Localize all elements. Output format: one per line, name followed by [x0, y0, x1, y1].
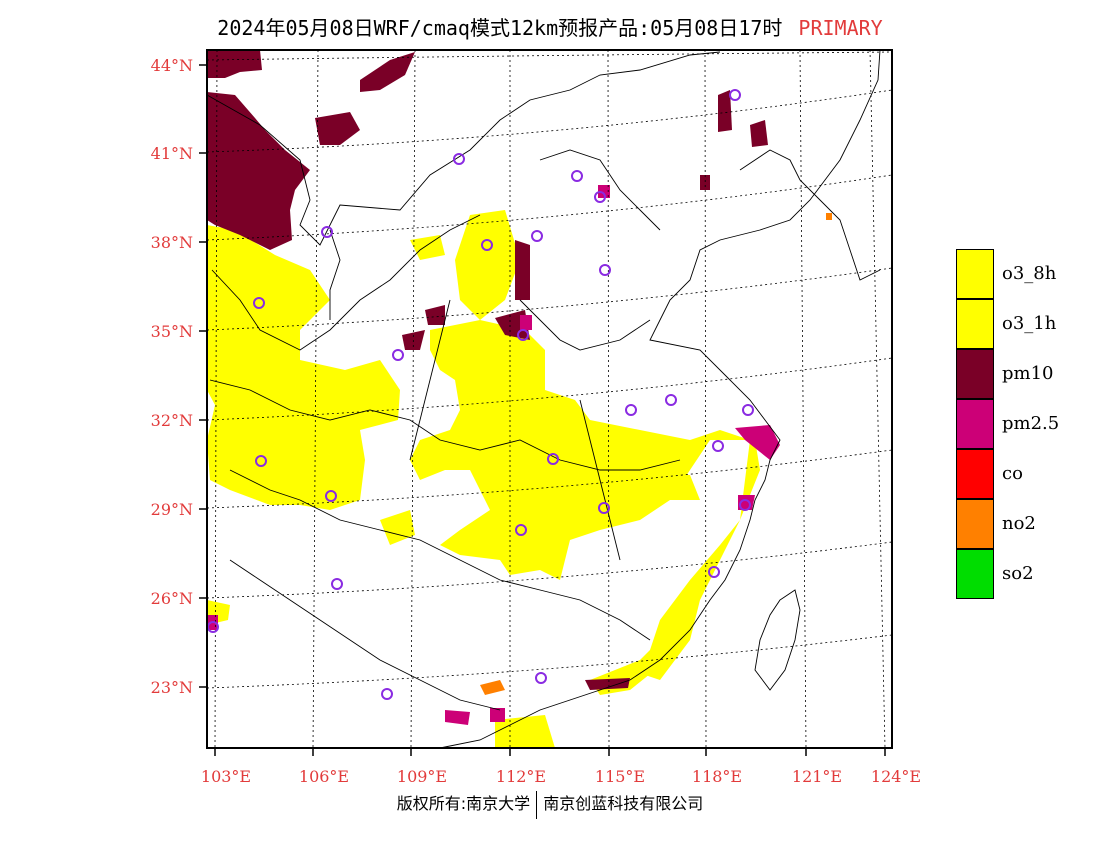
- lat-tick-label: 23°N: [151, 678, 193, 697]
- legend-item-o3-8h: o3_8h: [956, 249, 1096, 299]
- station-marker: [325, 490, 337, 502]
- legend-label: o3_1h: [1002, 313, 1057, 334]
- legend-item-o3-1h: o3_1h: [956, 299, 1096, 349]
- station-marker: [331, 578, 343, 590]
- lat-tick-labels: 44°N 41°N 38°N 35°N 32°N 29°N 26°N 23°N: [151, 56, 193, 697]
- no2-field: [480, 213, 832, 695]
- lat-tick-label: 35°N: [151, 322, 193, 341]
- legend-swatch: [956, 499, 994, 549]
- lon-tick-labels: 103°E 106°E 109°E 112°E 115°E 118°E 121°…: [201, 767, 921, 786]
- forecast-map: 103°E 106°E 109°E 112°E 115°E 118°E 121°…: [150, 49, 922, 786]
- station-marker: [381, 688, 393, 700]
- station-marker: [453, 153, 465, 165]
- footer: 版权所有:南京大学 南京创蓝科技有限公司: [0, 790, 1100, 819]
- station-marker: [321, 226, 333, 238]
- station-marker: [712, 440, 724, 452]
- lon-tick-label: 106°E: [299, 767, 349, 786]
- station-marker: [255, 455, 267, 467]
- station-marker: [547, 453, 559, 465]
- axis-ticks: [199, 64, 886, 756]
- legend-label: no2: [1002, 513, 1036, 534]
- lat-tick-label: 29°N: [151, 500, 193, 519]
- legend-label: o3_8h: [1002, 263, 1057, 284]
- lat-tick-label: 44°N: [151, 56, 193, 75]
- company-text: 南京创蓝科技有限公司: [543, 794, 704, 813]
- station-marker: [598, 502, 610, 514]
- pollutant-legend: o3_8h o3_1h pm10 pm2.5 co no2 so2: [956, 249, 1096, 599]
- lon-tick-label: 115°E: [595, 767, 645, 786]
- lon-tick-label: 109°E: [397, 767, 447, 786]
- legend-label: pm10: [1002, 363, 1054, 384]
- station-marker: [625, 404, 637, 416]
- legend-swatch: [956, 349, 994, 399]
- station-marker: [742, 404, 754, 416]
- graticule: [206, 49, 893, 749]
- legend-item-pm10: pm10: [956, 349, 1096, 399]
- legend-swatch: [956, 449, 994, 499]
- station-marker: [517, 329, 529, 341]
- legend-swatch: [956, 299, 994, 349]
- lat-tick-label: 41°N: [151, 144, 193, 163]
- station-marker: [481, 239, 493, 251]
- station-marker: [515, 524, 527, 536]
- legend-swatch: [956, 249, 994, 299]
- map-title: 2024年05月08日WRF/cmaq模式12km预报产品:05月08日17时 P…: [0, 12, 1100, 41]
- station-markers: [207, 89, 754, 700]
- legend-swatch: [956, 549, 994, 599]
- footer-divider: [536, 790, 538, 819]
- lon-tick-label: 112°E: [496, 767, 546, 786]
- station-marker: [531, 230, 543, 242]
- primary-tag: PRIMARY: [798, 16, 883, 40]
- station-marker: [535, 672, 547, 684]
- station-marker: [599, 264, 611, 276]
- lat-tick-label: 32°N: [151, 411, 193, 430]
- lon-tick-label: 121°E: [792, 767, 842, 786]
- station-marker: [594, 191, 606, 203]
- o3-field: [207, 210, 760, 748]
- legend-swatch: [956, 399, 994, 449]
- lat-tick-label: 38°N: [151, 233, 193, 252]
- map-frame: [206, 49, 893, 749]
- legend-item-pm25: pm2.5: [956, 399, 1096, 449]
- lat-tick-label: 26°N: [151, 589, 193, 608]
- lon-tick-label: 103°E: [201, 767, 251, 786]
- copyright-text: 版权所有:南京大学: [396, 794, 531, 813]
- station-marker: [708, 566, 720, 578]
- station-marker: [665, 394, 677, 406]
- lon-tick-label: 124°E: [871, 767, 921, 786]
- legend-item-co: co: [956, 449, 1096, 499]
- station-marker: [729, 89, 741, 101]
- title-text: 2024年05月08日WRF/cmaq模式12km预报产品:05月08日17时: [217, 16, 783, 40]
- station-marker: [253, 297, 265, 309]
- legend-item-no2: no2: [956, 499, 1096, 549]
- station-marker: [392, 349, 404, 361]
- station-marker: [571, 170, 583, 182]
- legend-item-so2: so2: [956, 549, 1096, 599]
- legend-label: co: [1002, 463, 1023, 484]
- lon-tick-label: 118°E: [692, 767, 742, 786]
- pm25-field: [207, 185, 780, 725]
- boundaries: [206, 49, 881, 749]
- legend-label: so2: [1002, 563, 1034, 584]
- station-marker: [739, 499, 751, 511]
- legend-label: pm2.5: [1002, 413, 1060, 434]
